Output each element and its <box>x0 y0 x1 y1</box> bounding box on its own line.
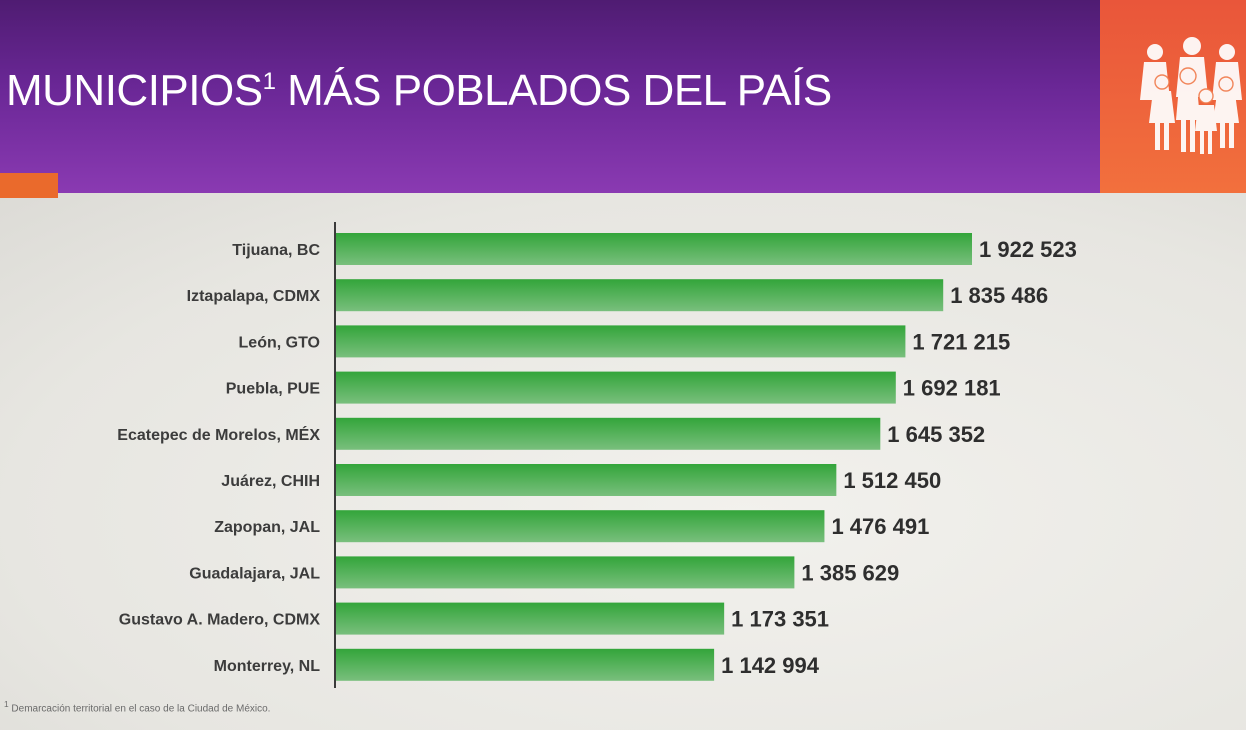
category-label: Monterrey, NL <box>214 658 321 675</box>
value-label: 1 835 486 <box>950 283 1048 308</box>
category-label: Ecatepec de Morelos, MÉX <box>117 425 320 444</box>
bar <box>336 371 896 404</box>
bar <box>336 648 715 681</box>
footnote: 1 Demarcación territorial en el caso de … <box>4 699 271 715</box>
family-group-icon <box>1140 37 1242 154</box>
category-label: Gustavo A. Madero, CDMX <box>119 612 321 629</box>
category-label: León, GTO <box>239 334 320 351</box>
footnote-text: Demarcación territorial en el caso de la… <box>11 703 271 715</box>
value-label: 1 645 352 <box>887 422 985 447</box>
accent-tab <box>0 173 58 198</box>
bar <box>336 556 795 589</box>
title-rest: MÁS POBLADOS DEL PAÍS <box>275 66 832 115</box>
value-label: 1 142 994 <box>721 653 820 678</box>
category-label: Zapopan, JAL <box>214 519 320 536</box>
category-label: Iztapalapa, CDMX <box>187 288 321 305</box>
title-main: MUNICIPIOS <box>6 66 263 115</box>
value-label: 1 922 523 <box>979 237 1077 262</box>
category-label: Juárez, CHIH <box>221 473 320 490</box>
header-banner: MUNICIPIOS1 MÁS POBLADOS DEL PAÍS <box>0 0 1100 193</box>
value-label: 1 476 491 <box>831 514 929 539</box>
title-footnote-mark: 1 <box>262 68 276 95</box>
value-label: 1 721 215 <box>912 329 1010 354</box>
header-icon-block <box>1100 0 1246 193</box>
bar <box>336 510 825 543</box>
category-label: Tijuana, BC <box>232 242 320 259</box>
value-label: 1 512 450 <box>843 468 941 493</box>
page-title: MUNICIPIOS1 MÁS POBLADOS DEL PAÍS <box>6 66 832 116</box>
value-label: 1 692 181 <box>903 376 1001 401</box>
category-label: Guadalajara, JAL <box>189 565 320 582</box>
category-label: Puebla, PUE <box>226 381 321 398</box>
value-label: 1 385 629 <box>801 560 899 585</box>
bar <box>336 464 837 496</box>
bar <box>336 325 906 358</box>
bar <box>336 602 725 635</box>
value-label: 1 173 351 <box>731 607 829 632</box>
bar <box>336 233 972 265</box>
bar <box>336 417 881 450</box>
bar <box>336 279 944 312</box>
